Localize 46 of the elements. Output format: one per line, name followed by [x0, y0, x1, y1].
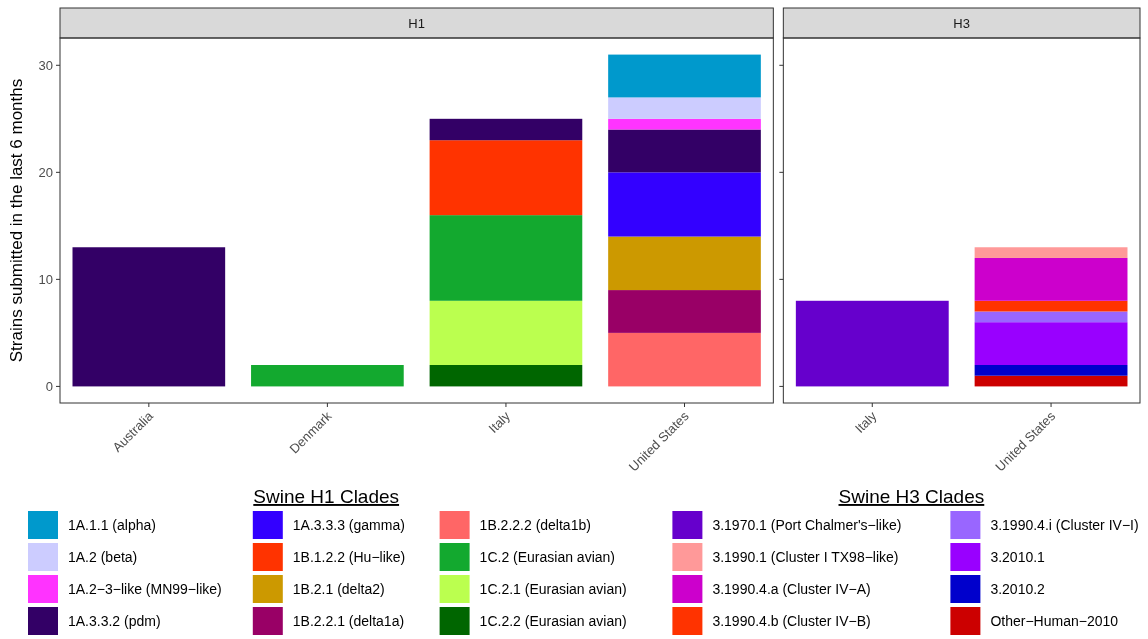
legend-label: 1C.2.1 (Eurasian avian) [479, 580, 627, 597]
legend-title: Swine H3 Clades [838, 486, 985, 507]
x-tick-label: Italy [485, 408, 514, 436]
bar [429, 215, 583, 301]
legend-label: 1A.2−3−like (MN99−like) [68, 580, 222, 597]
legend-label: 1A.3.3.2 (pdm) [68, 612, 161, 629]
bar [608, 97, 761, 119]
legend-label: 1C.2 (Eurasian avian) [479, 548, 616, 565]
bar [608, 236, 761, 291]
legend-label: 3.1970.1 (Port Chalmer's−like) [712, 516, 902, 533]
legend-label: 1A.3.3.3 (gamma) [292, 516, 405, 533]
bar [429, 300, 583, 365]
y-tick-label: 20 [38, 164, 53, 180]
legend-label: 1A.1.1 (alpha) [68, 516, 156, 533]
bar [608, 54, 761, 98]
bar [429, 365, 583, 387]
bar [608, 129, 761, 173]
legend-label: 3.1990.4.i (Cluster IV−I) [990, 516, 1139, 533]
bar [608, 118, 761, 130]
chart-title: H3 [953, 15, 970, 31]
y-tick-label: 30 [38, 57, 53, 73]
bar [608, 290, 761, 333]
bar [608, 332, 761, 387]
legend-label: 3.1990.4.b (Cluster IV−B) [712, 612, 871, 629]
bar [429, 118, 583, 141]
legend-label: 3.2010.1 [990, 548, 1046, 565]
x-tick-label: Italy [851, 408, 880, 436]
legend-label: 1B.2.2.2 (delta1b) [479, 516, 591, 533]
legend-label: 1B.1.2.2 (Hu−like) [292, 548, 406, 565]
legend-label: 1B.2.2.1 (delta1a) [292, 612, 405, 629]
y-axis-title: Strains submitted in the last 6 months [7, 78, 26, 363]
legend-label: 1C.2.2 (Eurasian avian) [479, 612, 627, 629]
legend-label: Other−Human−2010 [990, 612, 1119, 629]
legend-title: Swine H1 Clades [253, 486, 400, 507]
bar [429, 140, 583, 216]
bar [251, 365, 404, 387]
legend-label: 3.1990.1 (Cluster I TX98−like) [712, 548, 899, 565]
legend-label: 1A.2 (beta) [68, 548, 138, 565]
legend-label: 3.2010.2 [990, 580, 1046, 597]
y-tick-label: 0 [45, 378, 53, 394]
legend-label: 1B.2.1 (delta2) [292, 580, 385, 597]
legend-label: 3.1990.4.a (Cluster IV−A) [712, 580, 871, 597]
chart-title: H1 [408, 15, 425, 31]
bar [72, 247, 226, 387]
y-tick-label: 10 [38, 271, 53, 287]
bar [608, 172, 761, 237]
